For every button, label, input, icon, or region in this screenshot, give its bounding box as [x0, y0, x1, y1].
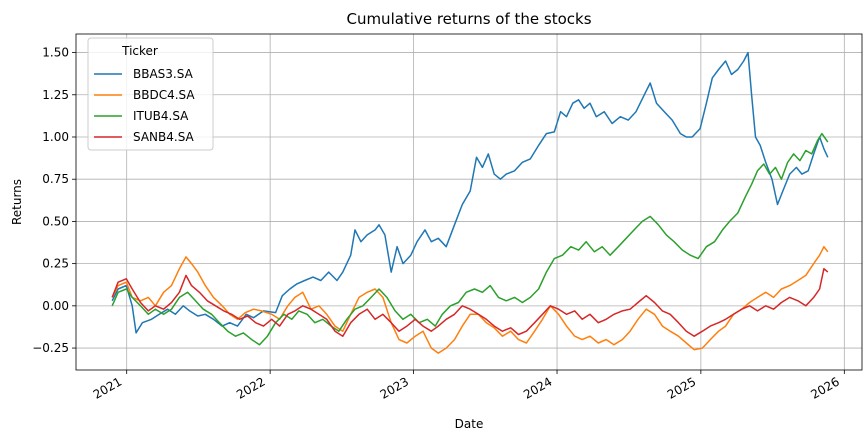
- legend: Ticker BBAS3.SA BBDC4.SA ITUB4.SA SANB4.SA: [87, 37, 214, 151]
- legend-box: [87, 37, 214, 151]
- legend-label: ITUB4.SA: [133, 109, 189, 123]
- y-tick-label: 0.25: [42, 257, 69, 271]
- y-axis-label: Returns: [10, 179, 24, 225]
- plot-frame: [75, 33, 863, 371]
- series-line-sanb4-sa: [111, 267, 829, 337]
- y-axis-ticks: −0.25 0.00 0.25 0.50 0.75 1.00 1.25 1.50: [32, 46, 76, 355]
- y-tick-label: 0.00: [42, 299, 69, 313]
- y-tick-label: 0.75: [42, 172, 69, 186]
- legend-label: BBAS3.SA: [133, 67, 194, 81]
- legend-title: Ticker: [121, 44, 158, 58]
- chart-title: Cumulative returns of the stocks: [346, 10, 591, 28]
- series-line-itub4-sa: [111, 132, 829, 346]
- x-axis-label: Date: [455, 417, 484, 431]
- y-tick-label: −0.25: [32, 341, 69, 355]
- series-line-bbas3-sa: [111, 51, 829, 334]
- legend-label: SANB4.SA: [133, 130, 195, 144]
- y-tick-label: 1.50: [42, 46, 69, 60]
- y-tick-label: 1.25: [42, 88, 69, 102]
- legend-label: BBDC4.SA: [133, 88, 195, 102]
- legend-entries: BBAS3.SA BBDC4.SA ITUB4.SA SANB4.SA: [94, 67, 195, 144]
- series-lines: [111, 51, 829, 354]
- y-tick-label: 0.50: [42, 214, 69, 228]
- series-line-bbdc4-sa: [111, 245, 829, 354]
- y-tick-label: 1.00: [42, 130, 69, 144]
